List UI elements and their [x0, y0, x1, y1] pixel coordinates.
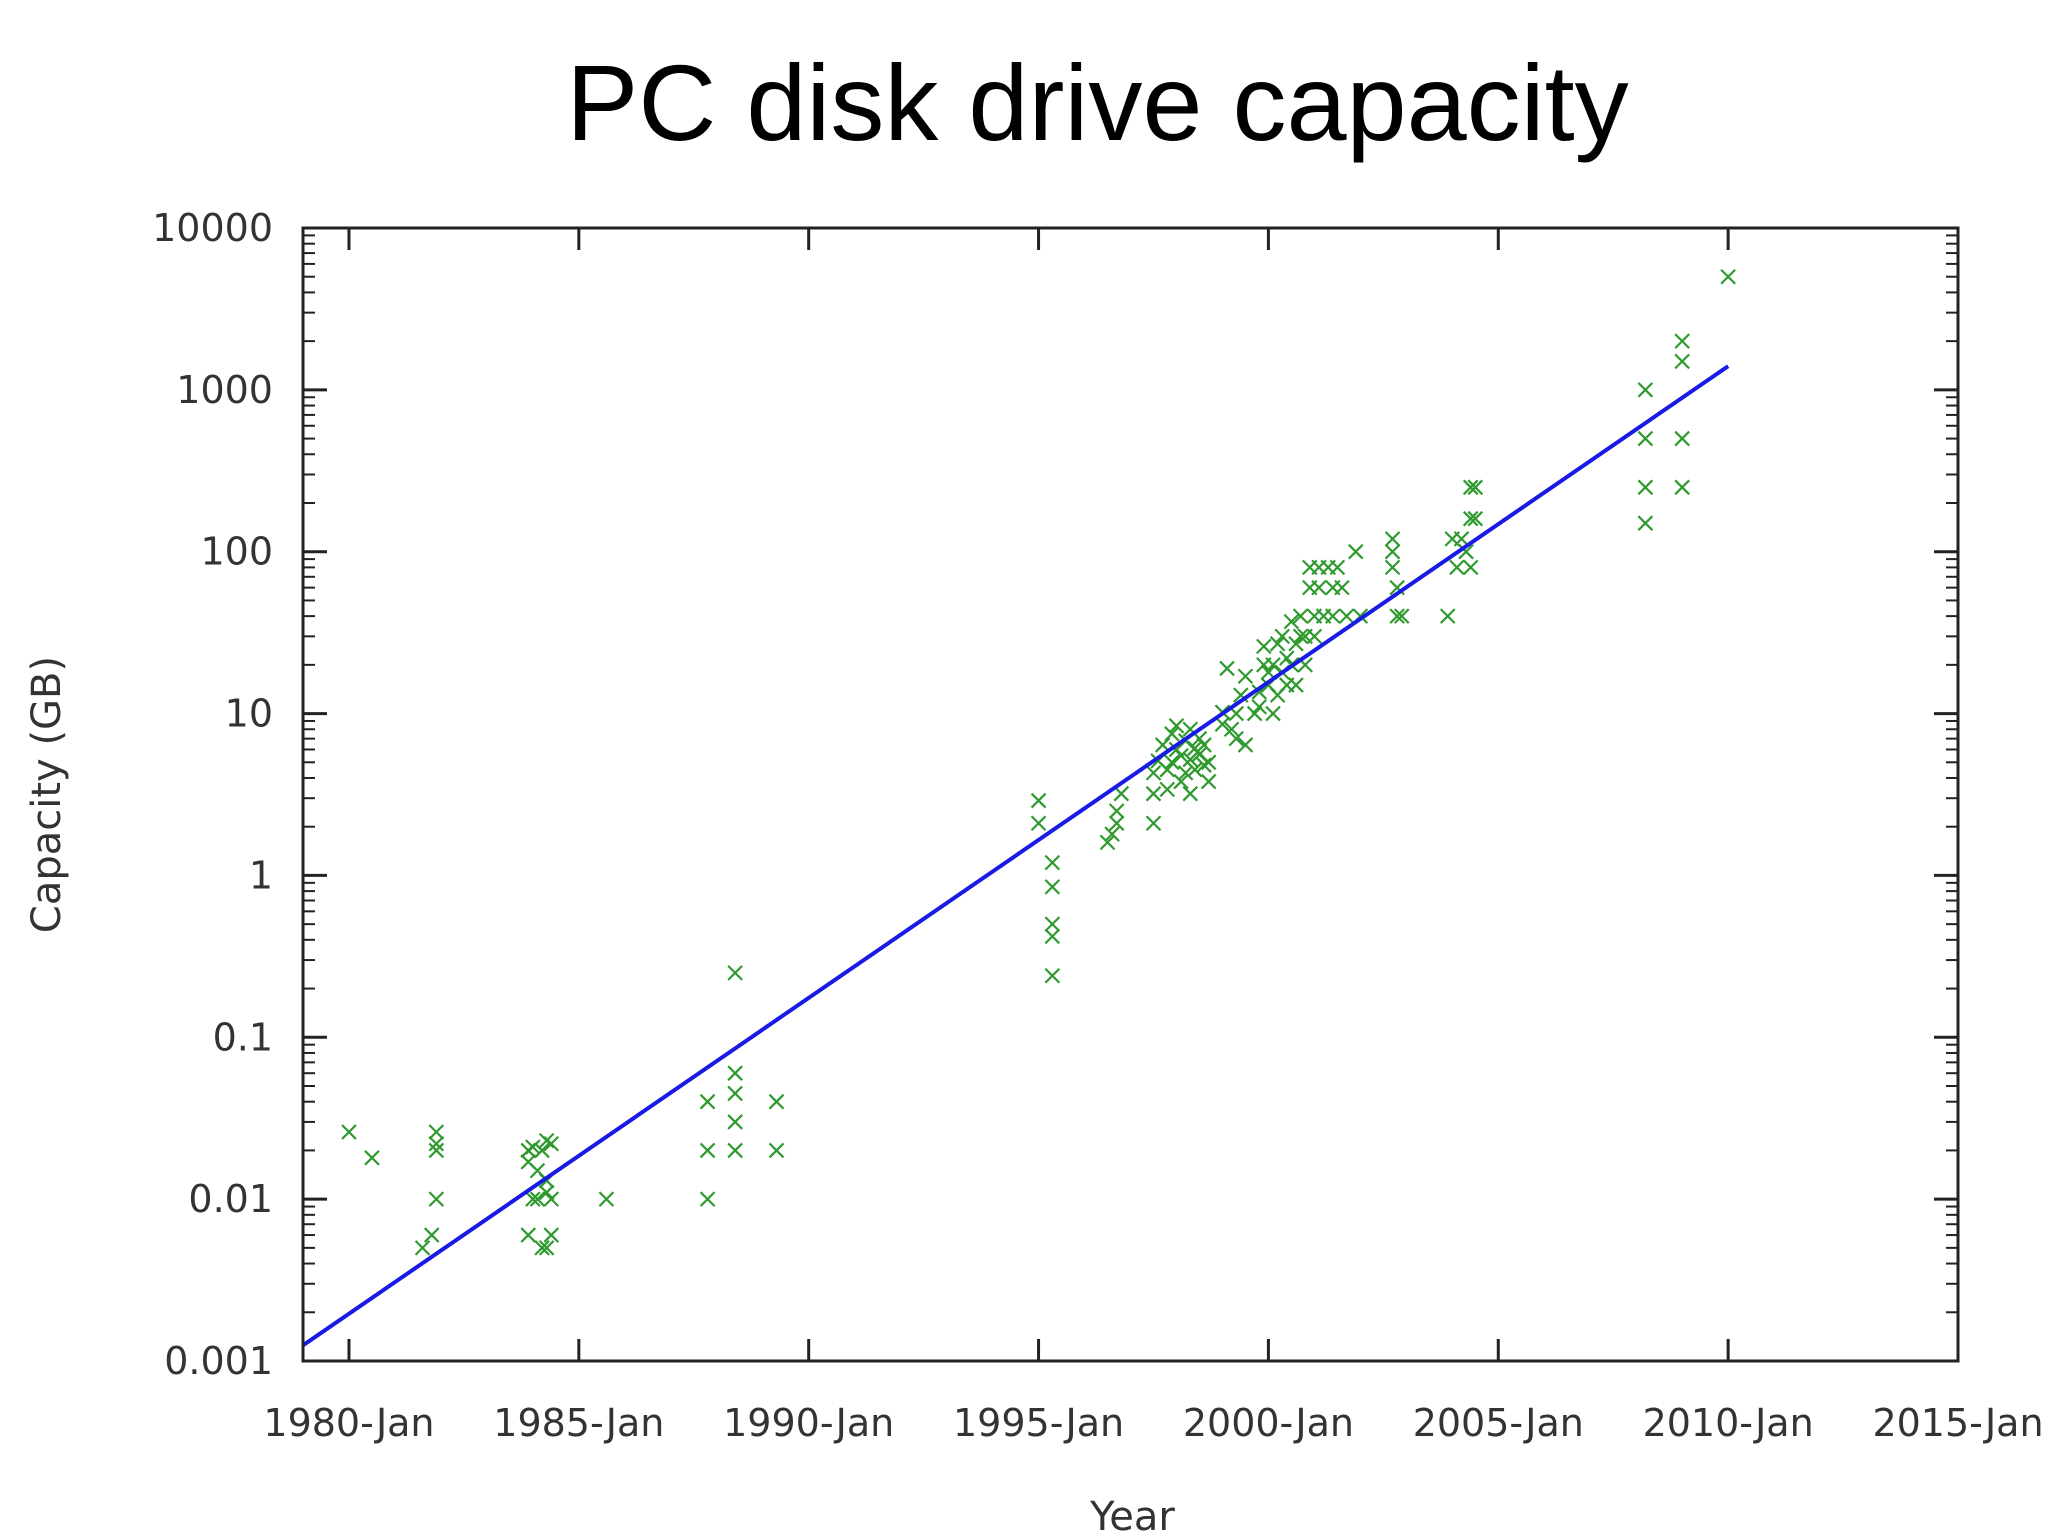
- data-point: [1450, 560, 1464, 574]
- y-tick-label: 1000: [176, 368, 273, 412]
- y-tick-label: 0.01: [188, 1177, 273, 1221]
- data-point: [342, 1125, 356, 1139]
- data-point: [365, 1151, 379, 1165]
- data-point: [701, 1143, 715, 1157]
- data-point: [1349, 545, 1363, 559]
- data-point: [1330, 560, 1344, 574]
- data-point: [1464, 560, 1478, 574]
- y-tick-label: 10: [225, 692, 273, 736]
- data-point: [1146, 787, 1160, 801]
- data-points: [342, 270, 1735, 1255]
- data-point: [1238, 738, 1252, 752]
- axes: [303, 228, 1958, 1361]
- data-point: [1252, 700, 1266, 714]
- data-point: [1110, 804, 1124, 818]
- data-point: [1045, 917, 1059, 931]
- y-tick-label: 1: [249, 853, 273, 897]
- data-point: [770, 1095, 784, 1109]
- data-point: [544, 1137, 558, 1151]
- data-point: [1266, 707, 1280, 721]
- data-point: [1386, 560, 1400, 574]
- data-point: [1146, 816, 1160, 830]
- data-point: [728, 1115, 742, 1129]
- y-tick-label: 0.001: [164, 1339, 273, 1383]
- data-point: [1312, 581, 1326, 595]
- data-point: [1032, 794, 1046, 808]
- data-point: [1326, 609, 1340, 623]
- data-point: [1045, 880, 1059, 894]
- data-point: [429, 1125, 443, 1139]
- data-point: [1638, 480, 1652, 494]
- data-point: [416, 1241, 430, 1255]
- data-point: [1335, 581, 1349, 595]
- data-point: [1386, 545, 1400, 559]
- data-point: [544, 1192, 558, 1206]
- data-point: [728, 1086, 742, 1100]
- y-tick-label: 0.1: [213, 1015, 273, 1059]
- data-point: [1032, 816, 1046, 830]
- data-point: [1160, 782, 1174, 796]
- data-point: [1675, 354, 1689, 368]
- y-axis-ticks: 0.001 0.01 0.1 1 10 100 1000 10000: [152, 206, 1958, 1383]
- data-point: [1202, 775, 1216, 789]
- plot-frame: [303, 228, 1958, 1361]
- data-point: [1275, 629, 1289, 643]
- data-point: [1675, 432, 1689, 446]
- data-point: [1638, 516, 1652, 530]
- trend-line: [303, 366, 1728, 1345]
- data-point: [1045, 856, 1059, 870]
- data-point: [1165, 755, 1179, 769]
- data-point: [701, 1192, 715, 1206]
- data-point: [521, 1228, 535, 1242]
- data-point: [1045, 929, 1059, 943]
- data-point: [1271, 637, 1285, 651]
- data-point: [1257, 639, 1271, 653]
- data-point: [429, 1137, 443, 1151]
- data-point: [1238, 669, 1252, 683]
- data-point: [728, 966, 742, 980]
- data-point: [1146, 766, 1160, 780]
- data-point: [1289, 637, 1303, 651]
- data-point: [1266, 658, 1280, 672]
- data-point: [1220, 661, 1234, 675]
- data-point: [1183, 787, 1197, 801]
- data-point: [1638, 432, 1652, 446]
- data-point: [1202, 755, 1216, 769]
- x-tick-label: 1985-Jan: [493, 1401, 664, 1445]
- data-point: [1721, 270, 1735, 284]
- y-tick-label: 10000: [152, 206, 273, 250]
- data-point: [701, 1095, 715, 1109]
- data-point: [1441, 609, 1455, 623]
- data-point: [1638, 383, 1652, 397]
- x-tick-label: 1990-Jan: [723, 1401, 894, 1445]
- x-tick-label: 1980-Jan: [263, 1401, 434, 1445]
- x-tick-label: 1995-Jan: [953, 1401, 1124, 1445]
- data-point: [425, 1228, 439, 1242]
- x-tick-label: 2005-Jan: [1413, 1401, 1584, 1445]
- data-point: [1340, 609, 1354, 623]
- data-point: [1675, 334, 1689, 348]
- data-point: [599, 1192, 613, 1206]
- x-tick-label: 2000-Jan: [1183, 1401, 1354, 1445]
- data-point: [1160, 763, 1174, 777]
- data-point: [1307, 629, 1321, 643]
- data-point: [1675, 480, 1689, 494]
- y-axis-title: Capacity (GB): [24, 656, 70, 933]
- data-point: [728, 1066, 742, 1080]
- data-point: [1289, 678, 1303, 692]
- data-point: [429, 1192, 443, 1206]
- data-point: [728, 1143, 742, 1157]
- data-point: [429, 1143, 443, 1157]
- y-tick-label: 100: [200, 530, 273, 574]
- x-tick-label: 2015-Jan: [1872, 1401, 2043, 1445]
- x-axis-ticks: 1980-Jan 1985-Jan 1990-Jan 1995-Jan 2000-Jan…: [263, 228, 2043, 1445]
- data-point: [544, 1228, 558, 1242]
- data-point: [1045, 969, 1059, 983]
- data-point: [770, 1143, 784, 1157]
- data-point: [1386, 532, 1400, 546]
- x-tick-label: 2010-Jan: [1643, 1401, 1814, 1445]
- x-axis-title: Year: [1089, 1494, 1175, 1536]
